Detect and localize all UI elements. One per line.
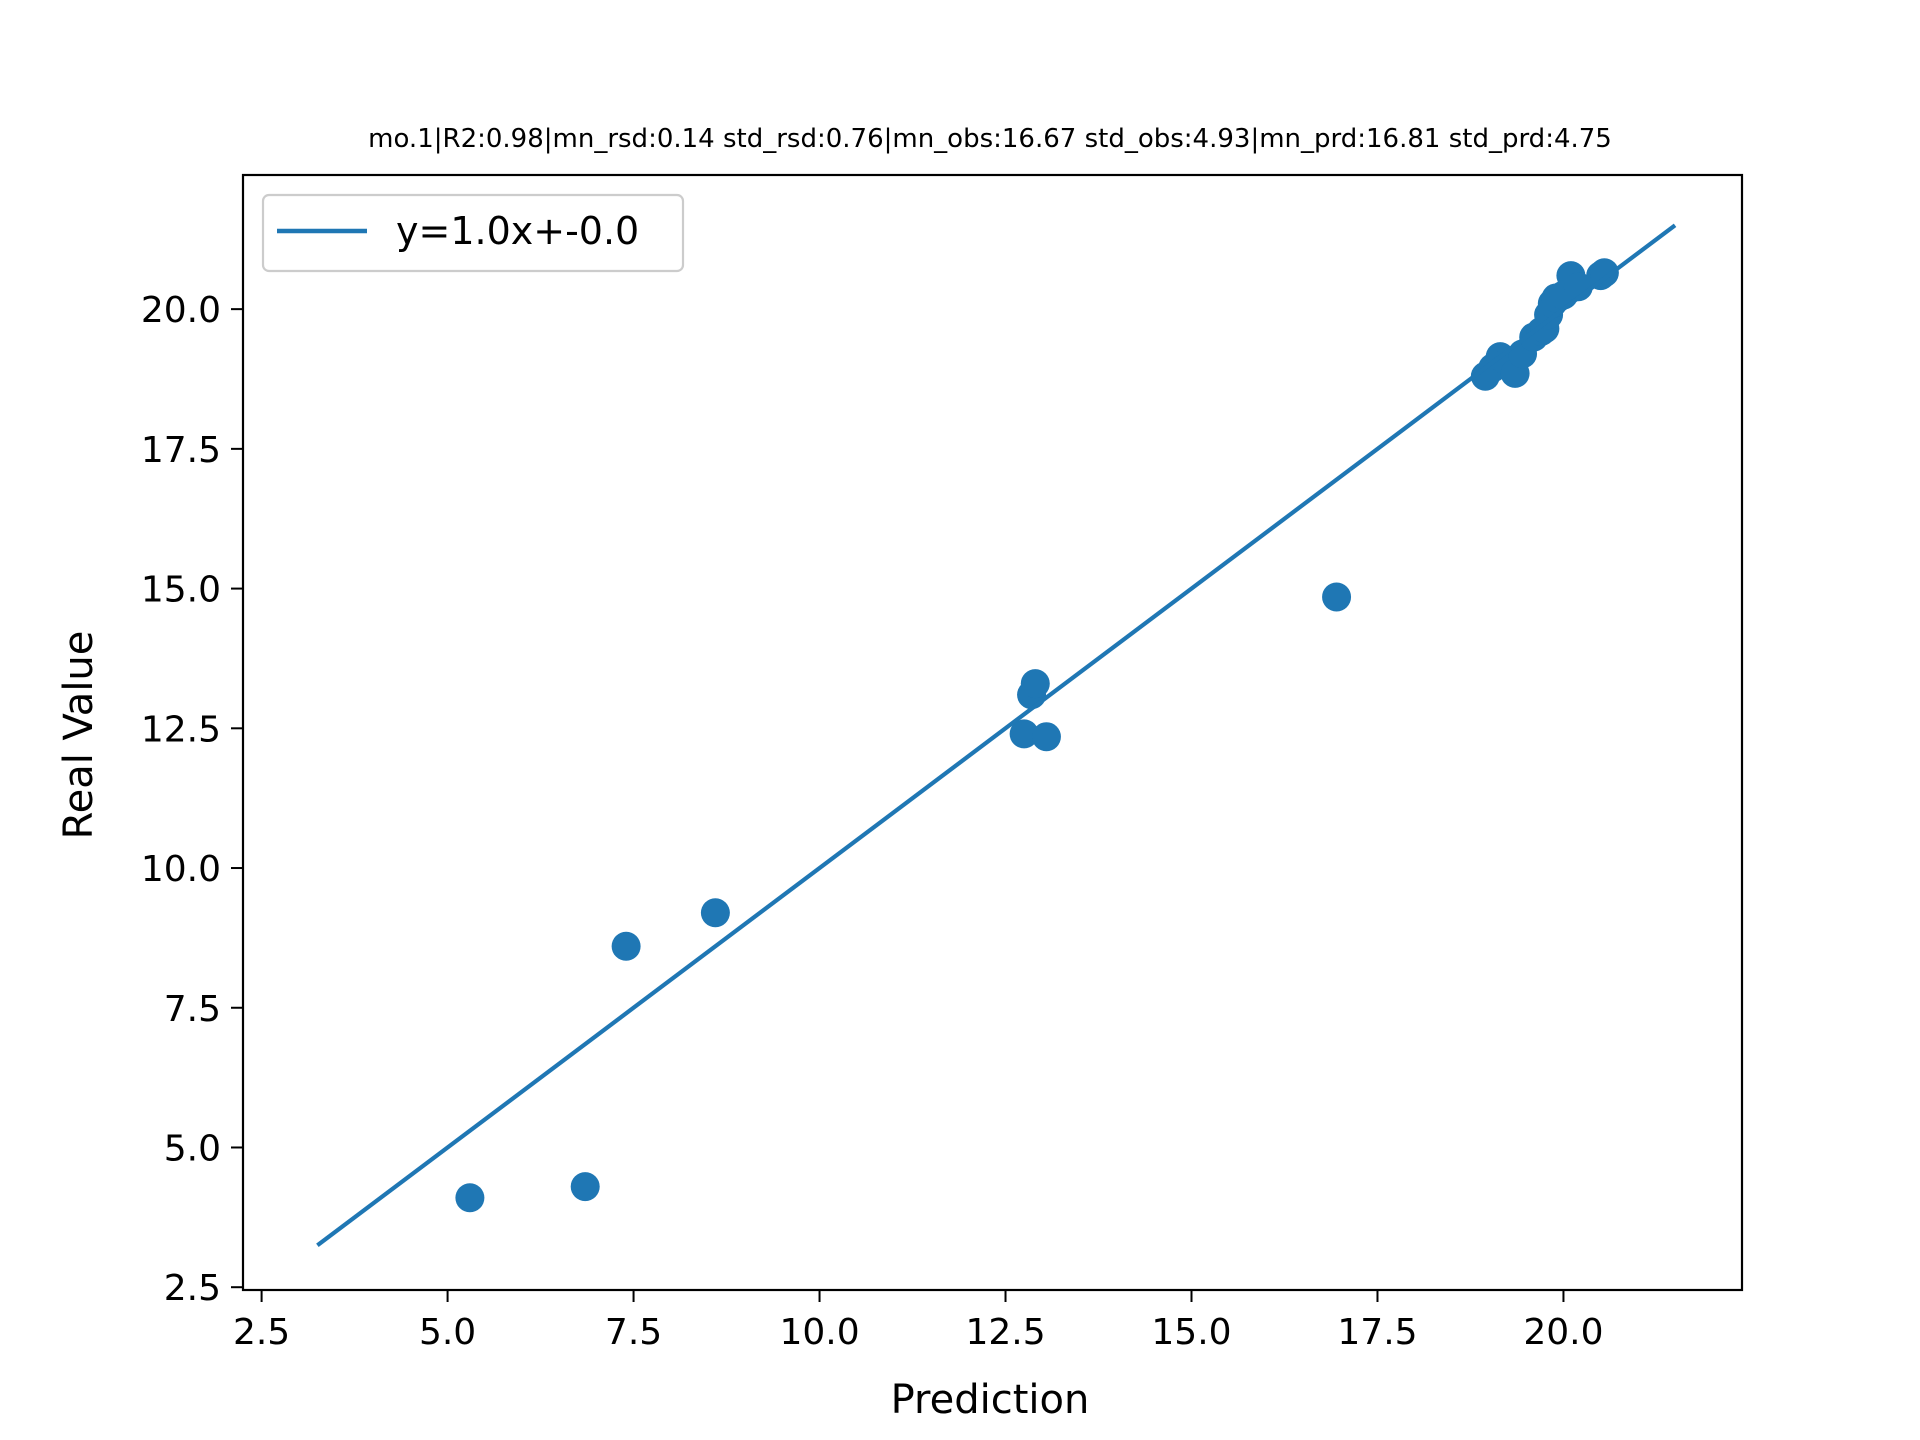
data-point xyxy=(611,931,641,961)
y-tick-label: 12.5 xyxy=(141,709,221,750)
data-point xyxy=(1031,722,1061,752)
y-tick-label: 5.0 xyxy=(164,1128,221,1169)
y-tick-label: 10.0 xyxy=(141,849,221,890)
x-tick-label: 12.5 xyxy=(965,1312,1045,1353)
data-point xyxy=(1020,669,1050,699)
x-tick-label: 10.0 xyxy=(779,1312,859,1353)
x-tick-label: 17.5 xyxy=(1337,1312,1417,1353)
legend-label: y=1.0x+-0.0 xyxy=(396,209,639,253)
y-tick-label: 17.5 xyxy=(141,430,221,471)
x-tick-label: 15.0 xyxy=(1151,1312,1231,1353)
x-axis-label: Prediction xyxy=(891,1377,1090,1423)
y-tick-label: 20.0 xyxy=(141,290,221,331)
data-point xyxy=(1322,582,1352,612)
points-layer xyxy=(455,258,1619,1213)
y-tick-label: 2.5 xyxy=(164,1268,221,1309)
y-axis-label: Real Value xyxy=(56,631,102,840)
legend-box xyxy=(261,193,685,273)
fit-line-layer xyxy=(316,223,1677,1247)
data-point xyxy=(700,898,730,928)
chart-title: mo.1|R2:0.98|mn_rsd:0.14 std_rsd:0.76|mn… xyxy=(368,124,1612,154)
y-axis: 2.5 5.0 7.5 10.0 12.5 15.0 17.5 20.0 xyxy=(141,290,243,1309)
x-tick-label: 7.5 xyxy=(605,1312,662,1353)
data-point xyxy=(570,1172,600,1202)
x-tick-label: 5.0 xyxy=(419,1312,476,1353)
x-tick-label: 20.0 xyxy=(1523,1312,1603,1353)
y-tick-label: 15.0 xyxy=(141,570,221,611)
data-point xyxy=(455,1183,485,1213)
x-axis: 2.5 5.0 7.5 10.0 12.5 15.0 17.5 20.0 xyxy=(233,1290,1604,1353)
fit-line xyxy=(316,223,1677,1247)
plot-area-frame xyxy=(241,173,1744,1292)
data-point xyxy=(1009,719,1039,749)
x-tick-label: 2.5 xyxy=(233,1312,290,1353)
legend: y=1.0x+-0.0 xyxy=(261,193,685,273)
data-point xyxy=(1589,258,1619,288)
y-tick-label: 7.5 xyxy=(164,989,221,1030)
